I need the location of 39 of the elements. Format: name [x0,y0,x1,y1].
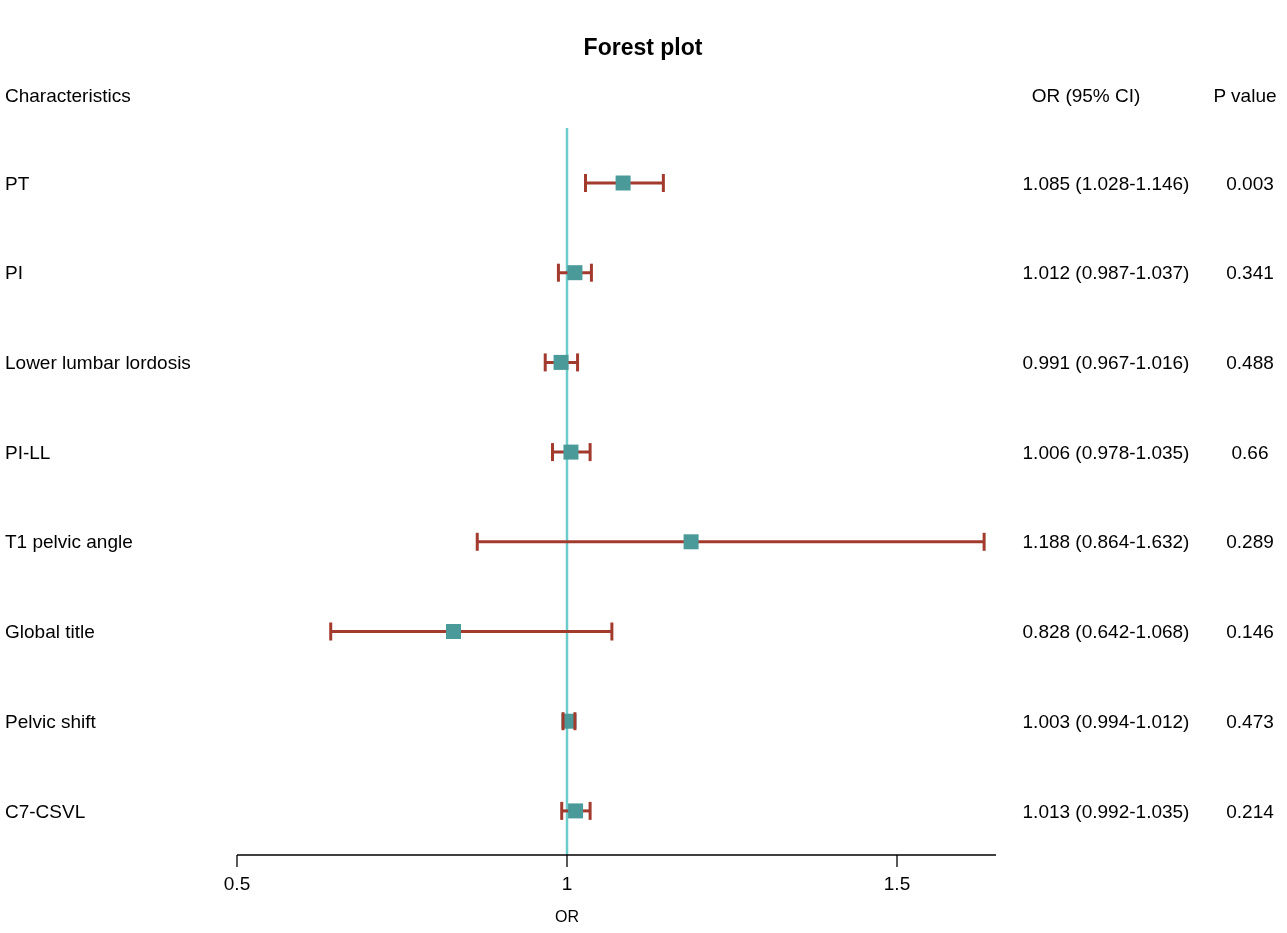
data-label: 1.012 (0.987-1.037) [1022,262,1190,284]
chart-title: Forest plot [583,34,703,60]
y-axis-title: Characteristics [5,84,131,106]
point [683,534,699,550]
data-label: 1.013 (0.992-1.035) [1022,800,1190,822]
data-label: 1.003 (0.994-1.012) [1022,710,1190,732]
y-tick-label: C7-CSVL [5,800,86,822]
text: P value [1213,84,1277,106]
data-label: 1.006 (0.978-1.035) [1022,441,1190,463]
text: 0.003 [1226,172,1274,194]
y-tick-label: PI [5,262,23,284]
x-tick-label: 1.5 [883,873,911,894]
point [567,265,583,281]
data-label: 0.828 (0.642-1.068) [1022,621,1190,643]
point [615,175,631,191]
data-label: 1.188 (0.864-1.632) [1022,531,1190,553]
y-tick-label: T1 pelvic angle [5,531,133,553]
point [553,354,569,370]
text: 0.341 [1226,262,1274,284]
text: 0.146 [1226,621,1274,643]
y-tick-label: PI-LL [5,441,51,463]
x-tick-label: 1 [561,873,573,894]
y-tick-label: Lower lumbar lordosis [5,352,191,374]
data-label: 0.991 (0.967-1.016) [1022,352,1190,374]
point [445,624,461,639]
text: 0.289 [1226,531,1274,553]
text: 0.473 [1226,710,1274,732]
x-tick-label: 0.5 [223,873,251,894]
text: 0.214 [1226,800,1275,822]
data-label: 1.085 (1.028-1.146) [1022,172,1190,194]
text: OR (95% CI) [1031,84,1141,106]
point [568,803,584,819]
text: 0.66 [1231,441,1269,463]
text: 0.488 [1226,352,1274,374]
x-axis-title: OR [555,908,579,925]
y-tick-label: Pelvic shift [5,710,97,732]
y-tick-label: Global title [5,621,95,643]
point [563,444,579,460]
y-tick-label: PT [5,172,30,194]
